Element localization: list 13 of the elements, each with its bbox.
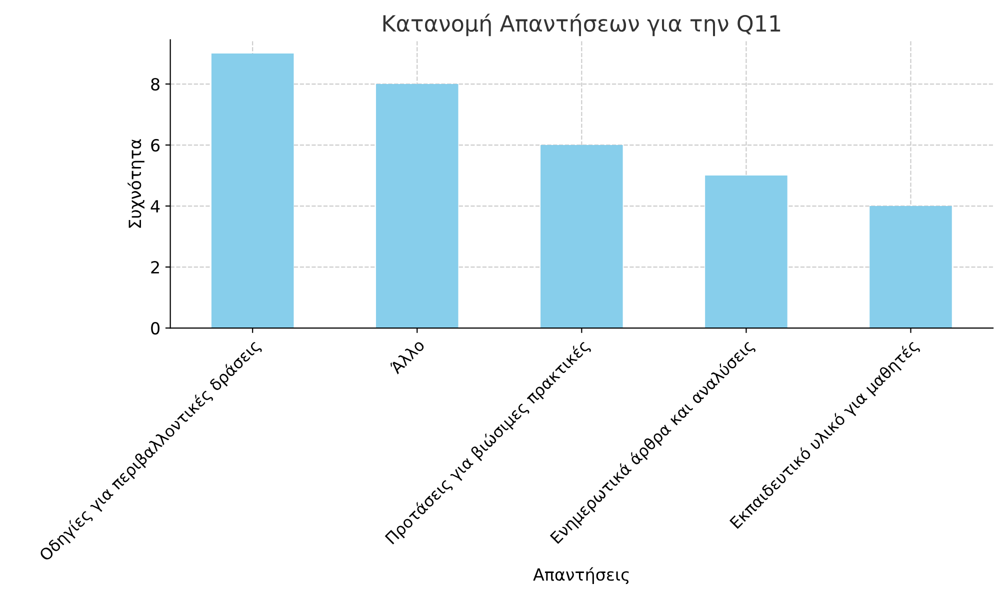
bar bbox=[705, 176, 788, 328]
bar bbox=[540, 145, 623, 328]
x-axis-title: Απαντήσεις bbox=[533, 567, 629, 584]
y-tick-label: 8 bbox=[151, 78, 160, 91]
y-axis-title: Συχνότητα bbox=[128, 139, 144, 228]
y-tick-label: 6 bbox=[151, 138, 160, 152]
chart-title: Κατανομή Απαντήσεων για την Q11 bbox=[383, 14, 780, 36]
y-tick-label: 2 bbox=[151, 260, 159, 274]
bar bbox=[211, 54, 294, 328]
y-tick-label: 0 bbox=[151, 322, 160, 335]
y-tick-label: 4 bbox=[150, 200, 160, 212]
bar bbox=[376, 84, 458, 328]
bar bbox=[870, 206, 952, 328]
